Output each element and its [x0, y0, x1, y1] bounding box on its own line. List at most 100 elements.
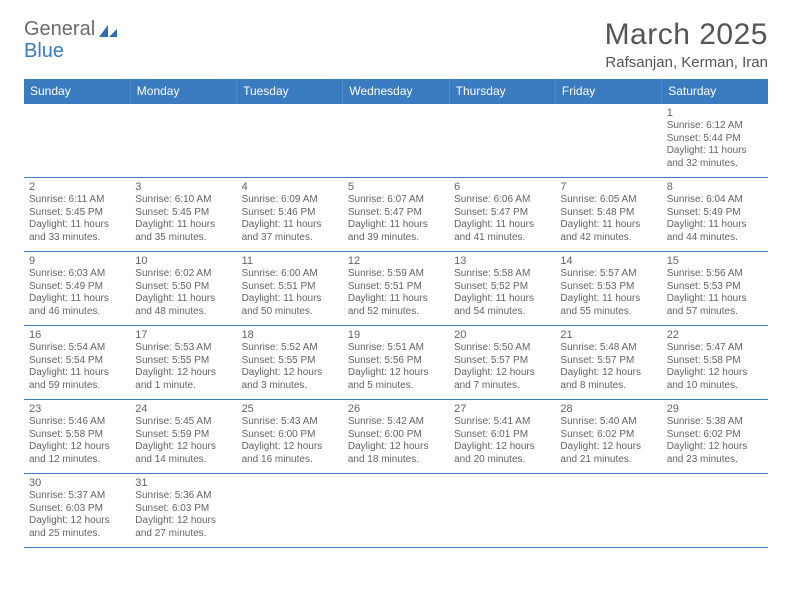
daylight-line: Daylight: 12 hours and 1 minute.: [135, 367, 231, 392]
daylight-line: Daylight: 11 hours and 52 minutes.: [348, 293, 444, 318]
calendar-day-cell: 20Sunrise: 5:50 AMSunset: 5:57 PMDayligh…: [449, 326, 555, 400]
sunset-line: Sunset: 5:47 PM: [348, 207, 444, 220]
sunset-line: Sunset: 5:51 PM: [242, 281, 338, 294]
calendar-day-cell: 23Sunrise: 5:46 AMSunset: 5:58 PMDayligh…: [24, 400, 130, 474]
sunset-line: Sunset: 5:53 PM: [667, 281, 763, 294]
calendar-week-row: 30Sunrise: 5:37 AMSunset: 6:03 PMDayligh…: [24, 474, 768, 548]
calendar-day-cell: 26Sunrise: 5:42 AMSunset: 6:00 PMDayligh…: [343, 400, 449, 474]
calendar-empty-cell: [237, 104, 343, 178]
sunrise-line: Sunrise: 6:04 AM: [667, 194, 763, 207]
calendar-week-row: 16Sunrise: 5:54 AMSunset: 5:54 PMDayligh…: [24, 326, 768, 400]
calendar-day-cell: 14Sunrise: 5:57 AMSunset: 5:53 PMDayligh…: [555, 252, 661, 326]
sunrise-line: Sunrise: 5:37 AM: [29, 490, 125, 503]
sunrise-line: Sunrise: 5:56 AM: [667, 268, 763, 281]
daylight-line: Daylight: 11 hours and 42 minutes.: [560, 219, 656, 244]
day-number: 26: [348, 403, 444, 415]
daylight-line: Daylight: 12 hours and 14 minutes.: [135, 441, 231, 466]
day-number: 22: [667, 329, 763, 341]
daylight-line: Daylight: 12 hours and 8 minutes.: [560, 367, 656, 392]
sunset-line: Sunset: 5:54 PM: [29, 355, 125, 368]
weekday-header: Tuesday: [237, 79, 343, 104]
calendar-empty-cell: [449, 474, 555, 548]
sunrise-line: Sunrise: 5:57 AM: [560, 268, 656, 281]
day-number: 9: [29, 255, 125, 267]
day-number: 29: [667, 403, 763, 415]
sunset-line: Sunset: 6:03 PM: [29, 503, 125, 516]
calendar-day-cell: 17Sunrise: 5:53 AMSunset: 5:55 PMDayligh…: [130, 326, 236, 400]
daylight-line: Daylight: 11 hours and 41 minutes.: [454, 219, 550, 244]
sunset-line: Sunset: 5:56 PM: [348, 355, 444, 368]
sunset-line: Sunset: 5:59 PM: [135, 429, 231, 442]
calendar-day-cell: 3Sunrise: 6:10 AMSunset: 5:45 PMDaylight…: [130, 178, 236, 252]
daylight-line: Daylight: 11 hours and 44 minutes.: [667, 219, 763, 244]
calendar-empty-cell: [449, 104, 555, 178]
sunrise-line: Sunrise: 5:45 AM: [135, 416, 231, 429]
calendar-day-cell: 13Sunrise: 5:58 AMSunset: 5:52 PMDayligh…: [449, 252, 555, 326]
calendar-week-row: 2Sunrise: 6:11 AMSunset: 5:45 PMDaylight…: [24, 178, 768, 252]
logo-text-2: Blue: [24, 40, 64, 63]
sunset-line: Sunset: 5:49 PM: [29, 281, 125, 294]
calendar-empty-cell: [343, 104, 449, 178]
sunrise-line: Sunrise: 5:40 AM: [560, 416, 656, 429]
sunset-line: Sunset: 5:45 PM: [29, 207, 125, 220]
day-number: 1: [667, 107, 763, 119]
daylight-line: Daylight: 11 hours and 59 minutes.: [29, 367, 125, 392]
daylight-line: Daylight: 12 hours and 27 minutes.: [135, 515, 231, 540]
daylight-line: Daylight: 12 hours and 12 minutes.: [29, 441, 125, 466]
calendar-day-cell: 9Sunrise: 6:03 AMSunset: 5:49 PMDaylight…: [24, 252, 130, 326]
calendar-day-cell: 7Sunrise: 6:05 AMSunset: 5:48 PMDaylight…: [555, 178, 661, 252]
sunrise-line: Sunrise: 6:09 AM: [242, 194, 338, 207]
sunrise-line: Sunrise: 6:03 AM: [29, 268, 125, 281]
daylight-line: Daylight: 12 hours and 20 minutes.: [454, 441, 550, 466]
sunset-line: Sunset: 5:57 PM: [454, 355, 550, 368]
sunset-line: Sunset: 5:48 PM: [560, 207, 656, 220]
calendar-day-cell: 1Sunrise: 6:12 AMSunset: 5:44 PMDaylight…: [662, 104, 768, 178]
day-number: 27: [454, 403, 550, 415]
sunset-line: Sunset: 5:44 PM: [667, 133, 763, 146]
month-title: March 2025: [605, 18, 768, 52]
sunrise-line: Sunrise: 5:59 AM: [348, 268, 444, 281]
sunrise-line: Sunrise: 6:07 AM: [348, 194, 444, 207]
logo: General: [24, 18, 121, 41]
sunrise-line: Sunrise: 6:11 AM: [29, 194, 125, 207]
daylight-line: Daylight: 12 hours and 23 minutes.: [667, 441, 763, 466]
calendar-day-cell: 12Sunrise: 5:59 AMSunset: 5:51 PMDayligh…: [343, 252, 449, 326]
calendar-page: General March 2025 Rafsanjan, Kerman, Ir…: [0, 0, 792, 612]
calendar-day-cell: 21Sunrise: 5:48 AMSunset: 5:57 PMDayligh…: [555, 326, 661, 400]
daylight-line: Daylight: 12 hours and 25 minutes.: [29, 515, 125, 540]
day-number: 11: [242, 255, 338, 267]
calendar-head: SundayMondayTuesdayWednesdayThursdayFrid…: [24, 79, 768, 104]
sunset-line: Sunset: 6:01 PM: [454, 429, 550, 442]
daylight-line: Daylight: 11 hours and 32 minutes.: [667, 145, 763, 170]
sunset-line: Sunset: 5:50 PM: [135, 281, 231, 294]
calendar-week-row: 1Sunrise: 6:12 AMSunset: 5:44 PMDaylight…: [24, 104, 768, 178]
sunrise-line: Sunrise: 6:02 AM: [135, 268, 231, 281]
sunrise-line: Sunrise: 5:38 AM: [667, 416, 763, 429]
calendar-empty-cell: [24, 104, 130, 178]
sunset-line: Sunset: 5:51 PM: [348, 281, 444, 294]
sunrise-line: Sunrise: 5:41 AM: [454, 416, 550, 429]
day-number: 10: [135, 255, 231, 267]
weekday-header: Thursday: [449, 79, 555, 104]
logo-sail-icon: [97, 22, 119, 38]
daylight-line: Daylight: 11 hours and 39 minutes.: [348, 219, 444, 244]
daylight-line: Daylight: 12 hours and 5 minutes.: [348, 367, 444, 392]
day-number: 31: [135, 477, 231, 489]
sunrise-line: Sunrise: 5:36 AM: [135, 490, 231, 503]
sunrise-line: Sunrise: 6:00 AM: [242, 268, 338, 281]
weekday-header: Friday: [555, 79, 661, 104]
daylight-line: Daylight: 11 hours and 46 minutes.: [29, 293, 125, 318]
sunset-line: Sunset: 5:49 PM: [667, 207, 763, 220]
sunset-line: Sunset: 5:52 PM: [454, 281, 550, 294]
day-number: 20: [454, 329, 550, 341]
calendar-day-cell: 19Sunrise: 5:51 AMSunset: 5:56 PMDayligh…: [343, 326, 449, 400]
title-block: March 2025 Rafsanjan, Kerman, Iran: [605, 18, 768, 71]
sunrise-line: Sunrise: 5:50 AM: [454, 342, 550, 355]
sunrise-line: Sunrise: 6:10 AM: [135, 194, 231, 207]
sunrise-line: Sunrise: 5:58 AM: [454, 268, 550, 281]
day-number: 28: [560, 403, 656, 415]
calendar-empty-cell: [130, 104, 236, 178]
daylight-line: Daylight: 11 hours and 57 minutes.: [667, 293, 763, 318]
daylight-line: Daylight: 11 hours and 33 minutes.: [29, 219, 125, 244]
daylight-line: Daylight: 11 hours and 35 minutes.: [135, 219, 231, 244]
